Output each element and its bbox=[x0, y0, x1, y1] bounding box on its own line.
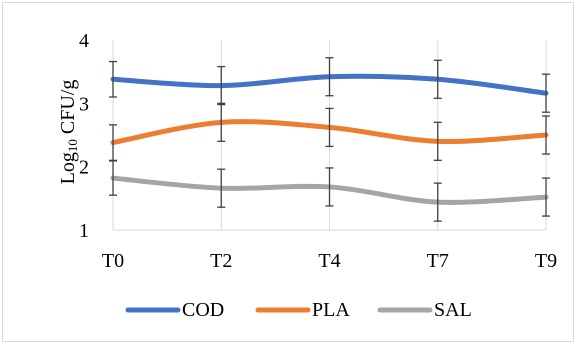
y-axis-title-unit: CFU/g bbox=[57, 80, 79, 139]
error-bar-pla-t9 bbox=[542, 115, 550, 155]
legend-label-pla: PLA bbox=[312, 299, 350, 321]
y-tick-label: 3 bbox=[79, 93, 89, 115]
legend-item-cod: COD bbox=[125, 299, 224, 321]
y-tick-label: 1 bbox=[79, 220, 89, 242]
y-axis-title: Log10 CFU/g bbox=[57, 80, 80, 185]
error-bars-layer bbox=[109, 57, 550, 222]
y-tick-label: 2 bbox=[79, 157, 89, 179]
error-bar-pla-t2 bbox=[217, 102, 226, 142]
x-tick-labels: T0 T2 T4 T7 T9 bbox=[102, 250, 557, 272]
error-bar-pla-t7 bbox=[433, 121, 442, 161]
error-bar-sal-t9 bbox=[542, 177, 550, 217]
error-bar-cod-t0 bbox=[109, 60, 117, 98]
legend-label-cod: COD bbox=[182, 299, 224, 321]
legend-label-sal: SAL bbox=[434, 299, 472, 321]
legend-item-sal: SAL bbox=[377, 299, 472, 321]
error-bar-pla-t4 bbox=[325, 107, 334, 148]
x-tick-label: T9 bbox=[535, 250, 557, 272]
legend: COD PLA SAL bbox=[125, 299, 472, 321]
y-axis-title-subscript: 10 bbox=[65, 139, 80, 152]
error-bar-cod-t7 bbox=[433, 59, 442, 99]
error-bar-sal-t0 bbox=[109, 160, 117, 196]
x-tick-label: T4 bbox=[318, 250, 340, 272]
y-tick-labels: 1 2 3 4 bbox=[79, 30, 89, 242]
x-tick-label: T2 bbox=[210, 250, 232, 272]
error-bar-sal-t7 bbox=[433, 182, 442, 222]
x-tick-label: T0 bbox=[102, 250, 124, 272]
legend-item-pla: PLA bbox=[255, 299, 350, 321]
error-bar-cod-t9 bbox=[542, 73, 550, 113]
error-bar-sal-t4 bbox=[325, 167, 334, 207]
y-axis-title-main: Log bbox=[57, 152, 79, 184]
error-bar-cod-t4 bbox=[325, 57, 334, 97]
x-tick-label: T7 bbox=[427, 250, 449, 272]
error-bar-sal-t2 bbox=[217, 168, 226, 208]
y-tick-label: 4 bbox=[79, 30, 89, 52]
chart-frame bbox=[2, 2, 574, 342]
